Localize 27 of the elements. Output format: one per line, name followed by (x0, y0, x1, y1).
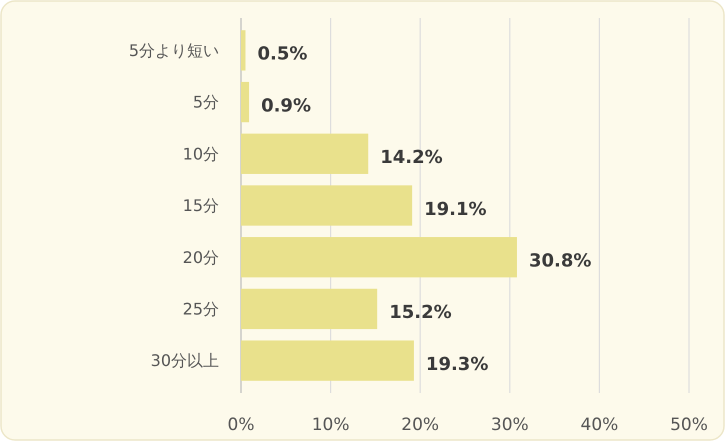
data-label: 19.3% (426, 354, 488, 375)
x-tick-label: 40% (580, 415, 618, 435)
x-tick-label: 20% (401, 415, 440, 435)
y-tick-label: 25分 (182, 300, 219, 319)
y-tick-label: 5分より短い (128, 40, 219, 60)
bar (241, 134, 368, 174)
data-label: 0.9% (261, 95, 311, 116)
bar (241, 30, 246, 71)
x-tick-label: 0% (228, 415, 254, 435)
x-tick-label: 50% (670, 415, 708, 435)
x-tick-label: 30% (490, 415, 529, 435)
x-tick-label: 10% (312, 415, 350, 435)
bar (241, 82, 250, 122)
bar (241, 185, 412, 226)
y-tick-label: 15分 (182, 196, 219, 216)
y-tick-label: 5分 (192, 92, 219, 112)
data-label: 14.2% (380, 147, 443, 168)
bar (241, 237, 517, 278)
y-tick-label: 20分 (182, 248, 219, 267)
y-tick-label: 10分 (182, 144, 219, 164)
data-label: 30.8% (528, 250, 592, 272)
bar (241, 288, 378, 330)
data-label: 0.5% (257, 44, 308, 65)
y-tick-label: 30分以上 (150, 351, 219, 370)
data-label: 19.1% (424, 198, 487, 220)
data-label: 15.2% (389, 302, 452, 324)
bar (241, 340, 414, 381)
